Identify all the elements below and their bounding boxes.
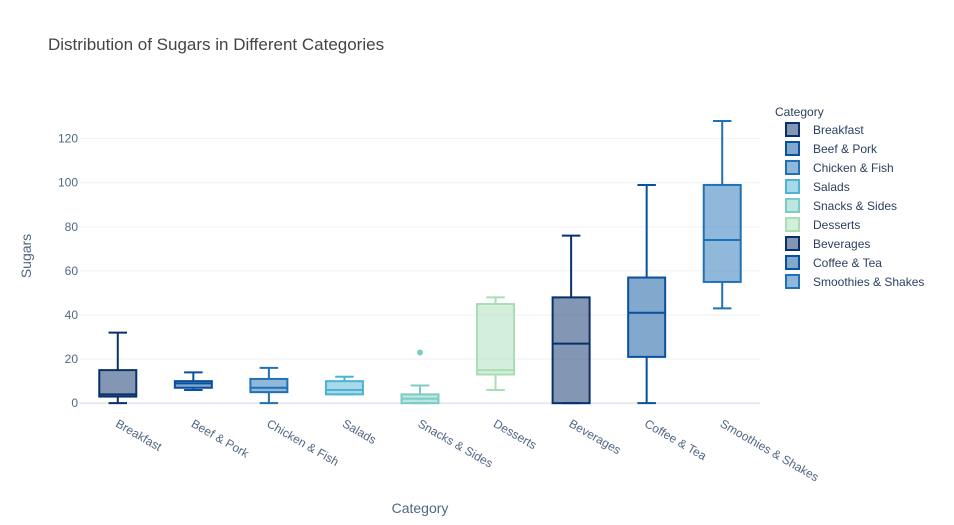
x-tick-label: Desserts	[491, 416, 539, 452]
y-tick-label: 40	[65, 308, 79, 322]
box-coffee-tea	[627, 183, 667, 405]
y-tick-label: 20	[65, 352, 79, 366]
x-axis-title: Category	[392, 500, 449, 516]
legend-label: Breakfast	[813, 123, 864, 137]
legend-item: Smoothies & Shakes	[785, 274, 924, 289]
legend-item: Beverages	[785, 236, 870, 251]
box-breakfast	[98, 331, 138, 405]
y-tick-label: 120	[58, 132, 78, 146]
x-tick-label: Salads	[340, 416, 379, 446]
legend-item: Coffee & Tea	[785, 255, 882, 270]
legend-item: Salads	[785, 179, 850, 194]
x-tick-label: Coffee & Tea	[642, 416, 709, 463]
legend-title: Category	[775, 105, 824, 119]
box-plots	[98, 120, 742, 405]
x-axis: Breakfast Beef & Pork Chicken & FishSalads…	[113, 416, 821, 484]
y-tick-label: 0	[71, 396, 78, 410]
box-salads	[324, 375, 364, 396]
legend-label: Snacks & Sides	[813, 199, 897, 213]
legend-item: Beef & Pork	[785, 141, 878, 156]
legend-label: Beverages	[813, 237, 870, 251]
legend-label: Salads	[813, 180, 850, 194]
iqr-box	[551, 296, 591, 405]
outlier-point	[417, 349, 423, 356]
iqr-box	[627, 276, 667, 358]
iqr-box	[476, 302, 516, 376]
legend-swatch	[785, 179, 800, 194]
legend-item: Desserts	[785, 217, 860, 232]
box-smoothies-shakes	[702, 120, 742, 310]
y-axis-title: Sugars	[18, 234, 34, 278]
legend-swatch	[785, 198, 800, 213]
box-chicken-fish	[249, 366, 289, 405]
x-tick-label: Smoothies & Shakes	[718, 416, 821, 484]
legend-swatch	[785, 217, 800, 232]
legend-swatch	[785, 255, 800, 270]
iqr-box	[249, 377, 289, 394]
legend-label: Coffee & Tea	[813, 256, 882, 270]
x-tick-label: Beef & Pork	[189, 416, 252, 461]
box-desserts	[476, 296, 516, 391]
x-tick-label: Breakfast	[113, 416, 164, 454]
legend-swatch	[785, 122, 800, 137]
box-beef-pork	[173, 371, 213, 391]
legend-label: Beef & Pork	[813, 142, 878, 156]
legend-swatch	[785, 160, 800, 175]
legend-item: Breakfast	[785, 122, 864, 137]
box-beverages	[551, 234, 591, 405]
grid-lines	[80, 138, 760, 405]
legend: Category Breakfast Beef & Pork Chicken & F…	[775, 105, 924, 289]
y-tick-label: 60	[65, 264, 79, 278]
x-tick-label: Snacks & Sides	[416, 416, 496, 470]
iqr-box	[324, 380, 364, 396]
y-tick-label: 100	[58, 176, 78, 190]
chart-title: Distribution of Sugars in Different Cate…	[48, 35, 384, 54]
legend-swatch	[785, 236, 800, 251]
iqr-box	[98, 369, 138, 398]
x-tick-label: Chicken & Fish	[264, 416, 341, 468]
y-tick-label: 80	[65, 220, 79, 234]
iqr-box	[173, 380, 213, 389]
legend-label: Smoothies & Shakes	[813, 275, 924, 289]
legend-swatch	[785, 141, 800, 156]
box-snacks-sides	[400, 349, 440, 405]
legend-label: Chicken & Fish	[813, 161, 894, 175]
legend-swatch	[785, 274, 800, 289]
legend-item: Snacks & Sides	[785, 198, 897, 213]
iqr-box	[702, 183, 742, 283]
y-axis: 0 20 40 60 80 100 120	[58, 132, 78, 411]
legend-item: Chicken & Fish	[785, 160, 894, 175]
x-tick-label: Beverages	[567, 416, 624, 457]
legend-label: Desserts	[813, 218, 860, 232]
